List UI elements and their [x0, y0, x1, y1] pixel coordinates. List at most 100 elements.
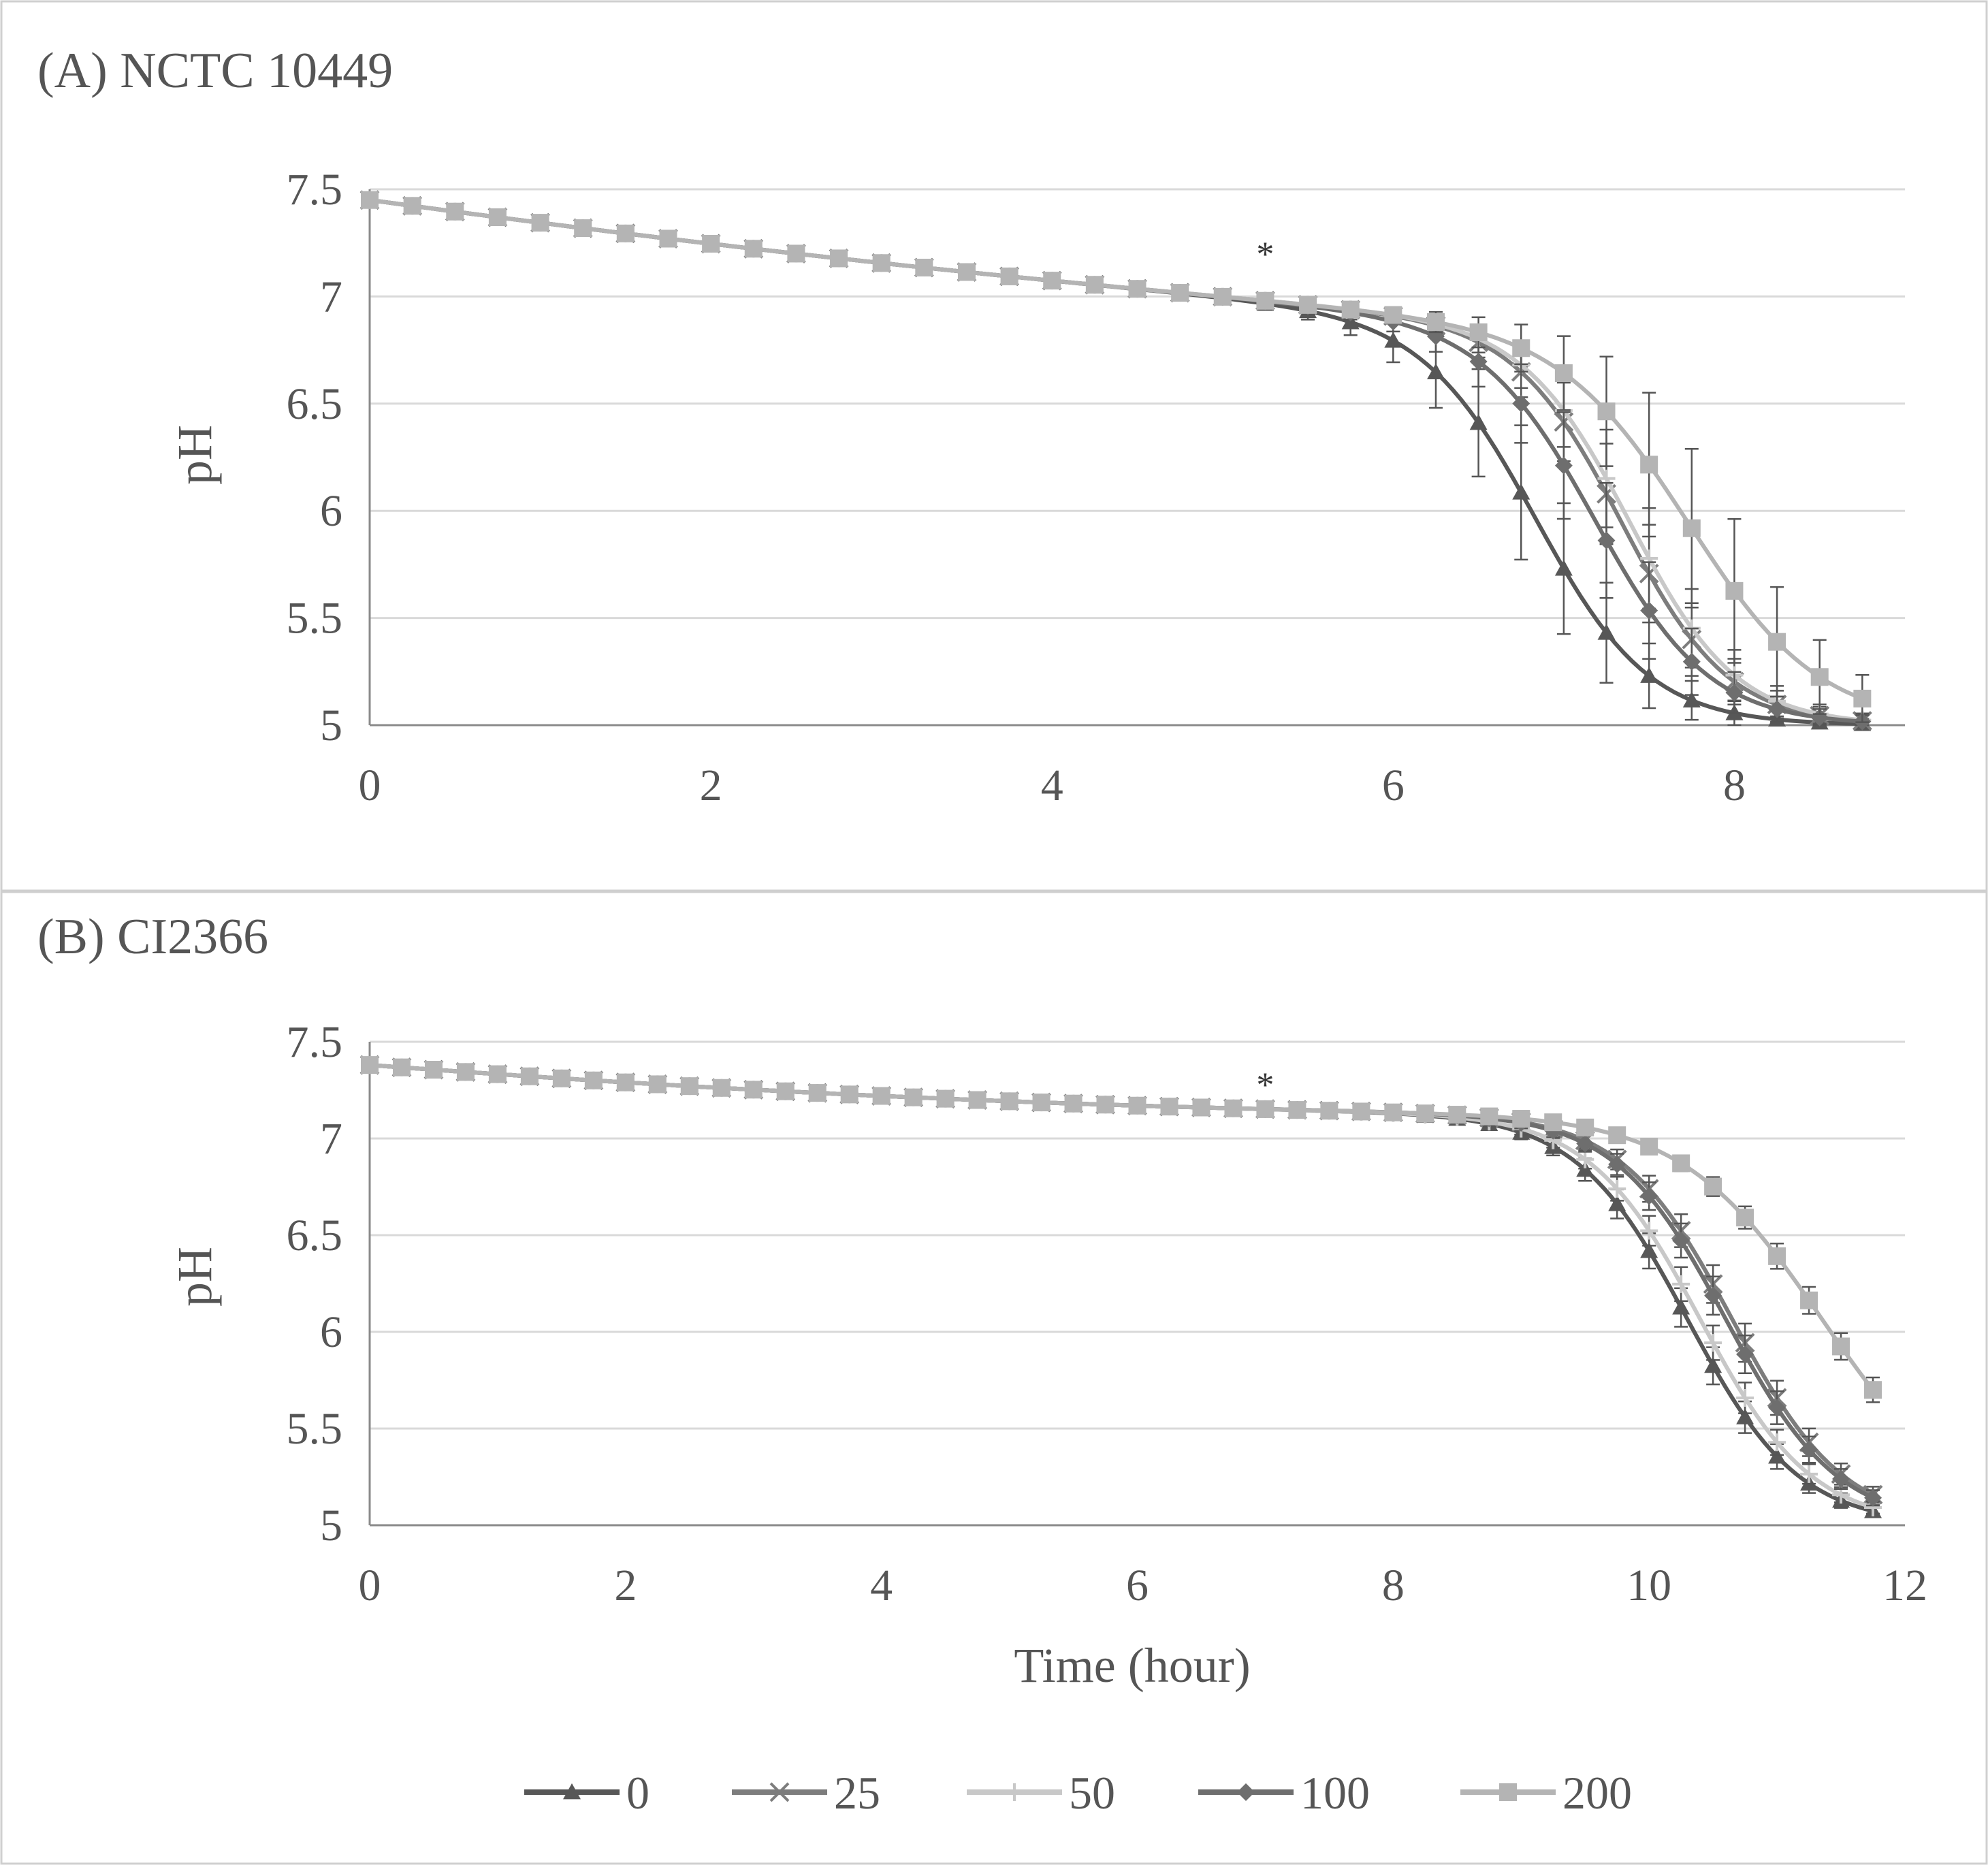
data-point — [1426, 363, 1445, 380]
data-point — [1032, 1094, 1051, 1112]
legend-marker — [1499, 1783, 1517, 1801]
data-point — [1672, 1298, 1690, 1315]
y-tick-label: 6.5 — [287, 379, 343, 429]
data-point — [776, 1082, 795, 1100]
y-tick-label: 6.5 — [287, 1211, 343, 1260]
data-point — [1853, 689, 1872, 707]
data-point — [1576, 1118, 1594, 1136]
data-point — [1736, 1388, 1754, 1407]
data-point — [872, 254, 891, 272]
x-tick-label: 0 — [359, 761, 381, 810]
data-point — [1704, 1334, 1722, 1352]
y-tick-label: 7.5 — [287, 165, 343, 214]
data-point — [1160, 1098, 1179, 1116]
data-point — [1224, 1099, 1242, 1117]
data-point — [1426, 313, 1445, 331]
data-point — [1704, 1286, 1722, 1305]
data-point — [1810, 668, 1829, 686]
data-point — [1469, 323, 1488, 341]
data-point — [1704, 1356, 1722, 1373]
data-point — [361, 1056, 379, 1074]
data-point — [904, 1088, 923, 1106]
panel-b-title: (B) CI2366 — [37, 909, 268, 965]
data-point — [1213, 287, 1232, 306]
data-point — [1544, 1113, 1562, 1132]
plot-a: 7.5 7 6.5 6 5.5 50 2 4 6 8 * — [287, 165, 1905, 810]
data-point — [488, 208, 507, 227]
data-point — [1469, 413, 1488, 430]
data-point — [1608, 1179, 1626, 1198]
data-point — [1416, 1104, 1434, 1123]
data-point — [648, 1075, 667, 1094]
data-point — [1640, 1222, 1658, 1240]
data-point — [1672, 1275, 1690, 1293]
data-point — [1512, 1110, 1530, 1128]
data-point — [1085, 276, 1104, 294]
series-200 — [361, 1056, 1882, 1403]
data-point — [1800, 1291, 1818, 1309]
data-point — [1554, 456, 1573, 475]
legend-label: 0 — [626, 1767, 650, 1819]
x-tick-label: 2 — [614, 1561, 637, 1610]
panel-b-x-axis-title: Time (hour) — [1014, 1638, 1250, 1693]
data-point — [1064, 1094, 1083, 1113]
data-point — [424, 1061, 443, 1079]
plot-b: 7.5 7 6.5 6 5.5 50 2 4 6 8 10 12 * — [287, 1017, 1928, 1610]
data-point — [915, 258, 933, 276]
data-point — [1672, 1231, 1690, 1249]
panel-b-y-axis-title: pH — [167, 1247, 222, 1307]
data-point — [1576, 1150, 1594, 1168]
data-point — [1768, 633, 1786, 651]
data-point — [1384, 1103, 1402, 1121]
data-point — [1640, 667, 1658, 683]
legend-marker — [1006, 1783, 1023, 1801]
data-point — [1672, 1154, 1690, 1173]
data-point — [1512, 483, 1530, 500]
data-point — [936, 1089, 955, 1108]
data-point — [1864, 1381, 1882, 1399]
x-tick-label: 6 — [1382, 761, 1405, 810]
data-point — [446, 202, 464, 221]
data-point — [1864, 1488, 1882, 1507]
data-point — [1736, 1345, 1754, 1364]
data-point — [456, 1063, 475, 1081]
data-point — [361, 191, 379, 209]
y-tick-label: 7 — [320, 272, 342, 321]
data-point — [1576, 1134, 1594, 1153]
data-point — [1704, 1177, 1722, 1196]
data-point — [1320, 1102, 1338, 1120]
data-point — [830, 249, 848, 268]
y-tick-label: 6 — [320, 486, 342, 536]
data-point — [1597, 402, 1616, 421]
data-point — [968, 1091, 987, 1109]
data-point — [392, 1058, 411, 1077]
data-point — [872, 1087, 891, 1105]
data-point — [1768, 1247, 1786, 1265]
x-tick-label: 2 — [700, 761, 722, 810]
data-point — [1000, 267, 1019, 285]
data-point — [1597, 624, 1616, 640]
data-point — [1128, 1096, 1147, 1115]
legend-label: 200 — [1562, 1767, 1632, 1819]
data-point — [1256, 291, 1274, 310]
data-point — [1832, 1337, 1850, 1356]
data-point — [957, 263, 976, 281]
data-point — [744, 240, 763, 258]
data-point — [1512, 339, 1530, 357]
y-tick-label: 5.5 — [287, 1404, 343, 1454]
data-point — [744, 1081, 763, 1099]
data-point — [1469, 353, 1488, 371]
legend-marker — [769, 1782, 790, 1802]
legend-item-0: 0 — [524, 1767, 650, 1819]
legend-marker — [1237, 1783, 1255, 1801]
data-point — [1096, 1096, 1115, 1114]
significance-marker: * — [1256, 235, 1274, 274]
data-point — [1480, 1107, 1498, 1126]
data-point — [1682, 652, 1701, 671]
y-tick-label: 5 — [320, 701, 342, 750]
data-point — [1640, 1242, 1658, 1258]
data-point — [1640, 601, 1658, 620]
data-point — [1512, 394, 1530, 413]
data-point — [1608, 1195, 1626, 1211]
data-point — [1128, 280, 1147, 298]
